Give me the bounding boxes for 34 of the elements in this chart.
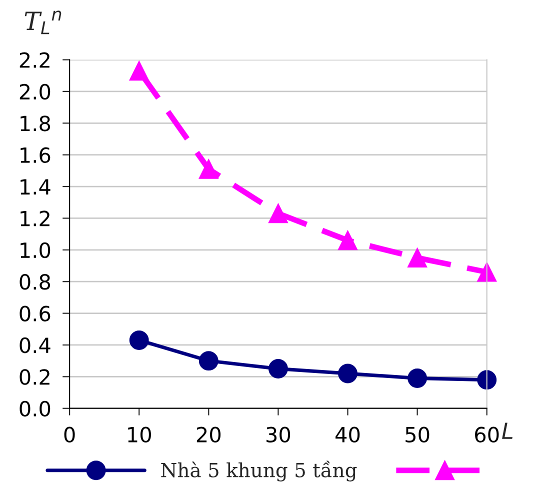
y-tick-label: 0.0	[20, 400, 50, 417]
point	[198, 159, 218, 179]
point	[129, 61, 149, 81]
y-tick-label: 0.8	[20, 274, 50, 290]
x-tick-label: 40	[336, 426, 360, 443]
y-axis-title: T$_{L}$$^{n}$	[24, 10, 62, 34]
x-tick-label: 0	[64, 426, 75, 443]
point	[268, 359, 288, 378]
point	[129, 330, 149, 350]
point	[338, 364, 358, 384]
y-tick-label: 1.0	[20, 242, 50, 258]
legend-label: Nhà 5 khung 5 tầng	[161, 460, 357, 482]
y-tick-label: 2.2	[20, 52, 50, 68]
point	[477, 370, 497, 390]
y-tick-label: 1.8	[20, 116, 50, 132]
x-tick-label: 50	[406, 426, 430, 443]
y-tick-label: 1.2	[20, 210, 50, 226]
point	[408, 248, 428, 268]
y-tick-label: 1.4	[20, 179, 50, 194]
x-axis-title: L	[502, 422, 512, 439]
y-tick-label: 0.4	[20, 337, 50, 354]
x-tick-label: 30	[266, 426, 290, 443]
y-tick-label: 0.6	[20, 306, 50, 322]
point	[198, 351, 218, 371]
point	[338, 230, 358, 250]
y-tick-label: 2.0	[20, 84, 50, 100]
point	[268, 204, 288, 224]
y-tick-label: 0.2	[20, 369, 50, 385]
x-tick-label: 20	[196, 426, 221, 443]
x-tick-label: 10	[128, 426, 151, 443]
point	[477, 262, 497, 282]
point	[408, 368, 428, 388]
y-tick-label: 1.6	[20, 147, 50, 164]
x-tick-label: 60	[475, 426, 499, 443]
